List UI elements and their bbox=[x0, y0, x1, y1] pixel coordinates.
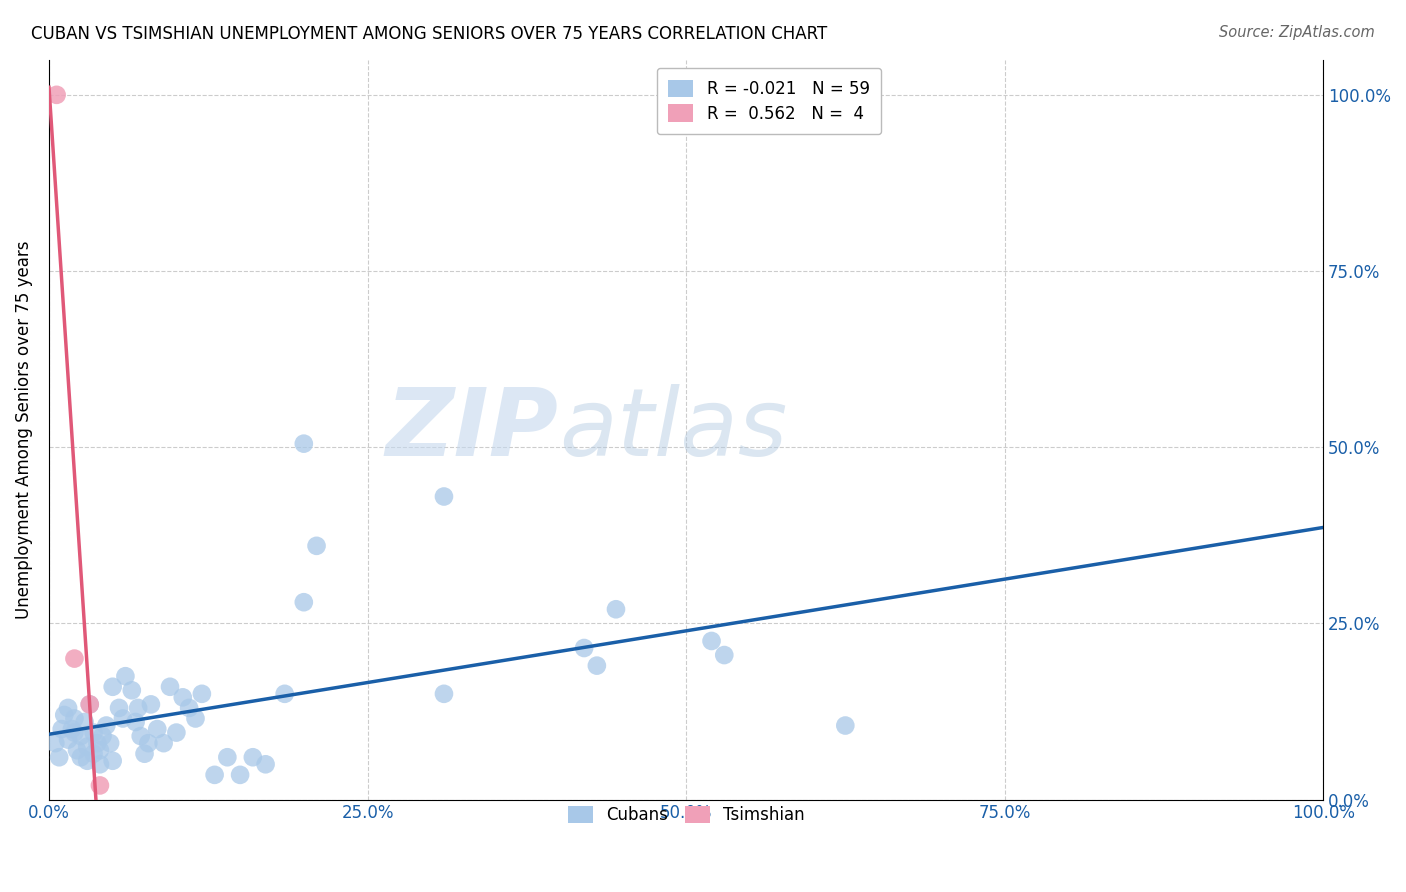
Point bbox=[700, 634, 723, 648]
Point bbox=[138, 736, 160, 750]
Point bbox=[63, 725, 86, 739]
Point bbox=[124, 714, 146, 729]
Point bbox=[69, 729, 91, 743]
Point bbox=[129, 729, 152, 743]
Point bbox=[134, 747, 156, 761]
Point bbox=[101, 754, 124, 768]
Point bbox=[44, 736, 66, 750]
Point bbox=[91, 729, 114, 743]
Point bbox=[73, 714, 96, 729]
Text: CUBAN VS TSIMSHIAN UNEMPLOYMENT AMONG SENIORS OVER 75 YEARS CORRELATION CHART: CUBAN VS TSIMSHIAN UNEMPLOYMENT AMONG SE… bbox=[31, 25, 827, 43]
Point bbox=[254, 757, 277, 772]
Point bbox=[229, 768, 252, 782]
Point bbox=[79, 698, 101, 712]
Point bbox=[159, 680, 181, 694]
Point bbox=[191, 687, 214, 701]
Point bbox=[184, 711, 207, 725]
Point bbox=[96, 718, 118, 732]
Point bbox=[60, 722, 83, 736]
Point bbox=[48, 750, 70, 764]
Point bbox=[586, 658, 609, 673]
Point bbox=[108, 701, 131, 715]
Point bbox=[114, 669, 136, 683]
Point bbox=[217, 750, 239, 764]
Point bbox=[101, 680, 124, 694]
Point bbox=[172, 690, 194, 705]
Point bbox=[165, 725, 187, 739]
Point bbox=[433, 687, 456, 701]
Point bbox=[76, 754, 98, 768]
Point bbox=[98, 736, 121, 750]
Text: ZIP: ZIP bbox=[385, 384, 558, 475]
Point bbox=[56, 732, 79, 747]
Point bbox=[83, 725, 105, 739]
Text: Source: ZipAtlas.com: Source: ZipAtlas.com bbox=[1219, 25, 1375, 40]
Point bbox=[56, 701, 79, 715]
Point bbox=[605, 602, 627, 616]
Point bbox=[713, 648, 735, 662]
Point bbox=[66, 743, 89, 757]
Point bbox=[45, 87, 67, 102]
Point bbox=[204, 768, 226, 782]
Point bbox=[111, 711, 134, 725]
Point bbox=[292, 595, 315, 609]
Point bbox=[146, 722, 169, 736]
Point bbox=[242, 750, 264, 764]
Point bbox=[76, 739, 98, 754]
Point bbox=[89, 757, 111, 772]
Point bbox=[86, 736, 108, 750]
Point bbox=[89, 743, 111, 757]
Point bbox=[834, 718, 856, 732]
Point bbox=[53, 708, 76, 723]
Point bbox=[63, 711, 86, 725]
Point bbox=[63, 651, 86, 665]
Point bbox=[121, 683, 143, 698]
Point bbox=[89, 779, 111, 793]
Point bbox=[83, 747, 105, 761]
Point bbox=[51, 722, 73, 736]
Point bbox=[79, 698, 101, 712]
Point bbox=[127, 701, 149, 715]
Point bbox=[179, 701, 201, 715]
Point bbox=[152, 736, 174, 750]
Point bbox=[305, 539, 328, 553]
Point bbox=[139, 698, 162, 712]
Point bbox=[572, 640, 595, 655]
Legend: Cubans, Tsimshian: Cubans, Tsimshian bbox=[555, 794, 815, 836]
Y-axis label: Unemployment Among Seniors over 75 years: Unemployment Among Seniors over 75 years bbox=[15, 240, 32, 619]
Point bbox=[273, 687, 295, 701]
Text: atlas: atlas bbox=[558, 384, 787, 475]
Point bbox=[292, 436, 315, 450]
Point bbox=[433, 490, 456, 504]
Point bbox=[69, 750, 91, 764]
